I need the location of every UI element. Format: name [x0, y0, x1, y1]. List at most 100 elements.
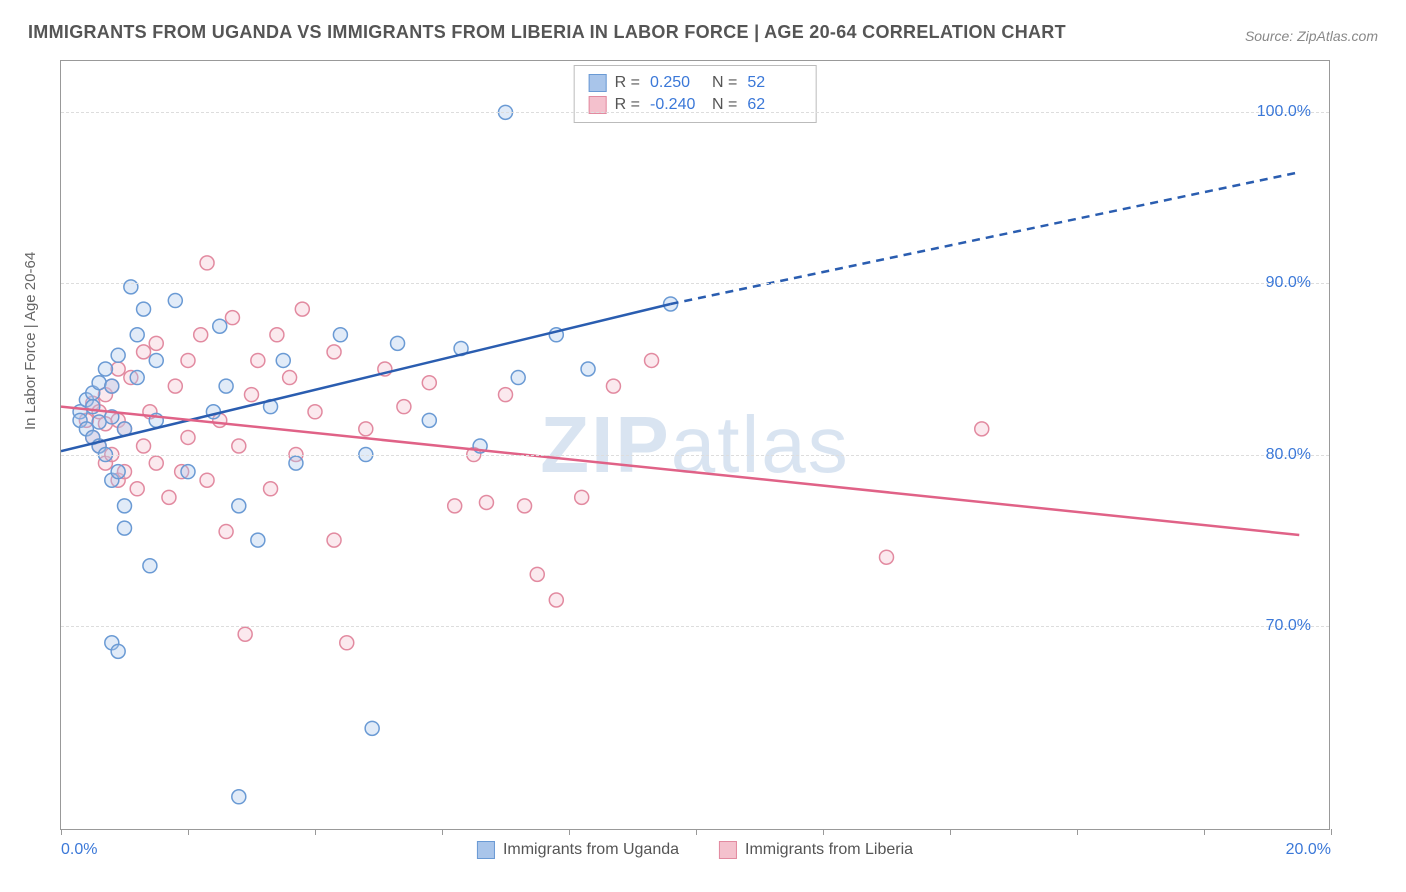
series-legend: Immigrants from Uganda Immigrants from L… [477, 841, 913, 859]
data-point-liberia [264, 482, 278, 496]
data-point-uganda [143, 559, 157, 573]
data-point-liberia [219, 525, 233, 539]
y-tick-label: 80.0% [1266, 446, 1311, 464]
x-tick [1331, 829, 1332, 835]
data-point-liberia [200, 473, 214, 487]
chart-plot-area: ZIPatlas R = 0.250 N = 52 R = -0.240 N =… [60, 60, 1330, 830]
data-point-liberia [181, 430, 195, 444]
gridline-horizontal [61, 626, 1329, 627]
data-point-liberia [518, 499, 532, 513]
data-point-liberia [327, 345, 341, 359]
data-point-uganda [130, 371, 144, 385]
data-point-liberia [194, 328, 208, 342]
data-point-uganda [511, 371, 525, 385]
data-point-uganda [98, 362, 112, 376]
data-point-uganda [130, 328, 144, 342]
x-tick [950, 829, 951, 835]
y-tick-label: 70.0% [1266, 617, 1311, 635]
data-point-uganda [168, 294, 182, 308]
data-point-liberia [232, 439, 246, 453]
x-tick-label: 20.0% [1286, 841, 1331, 859]
data-point-liberia [880, 550, 894, 564]
data-point-liberia [283, 371, 297, 385]
data-point-uganda [219, 379, 233, 393]
data-point-uganda [149, 353, 163, 367]
data-point-uganda [118, 499, 132, 513]
data-point-uganda [422, 413, 436, 427]
x-tick-label: 0.0% [61, 841, 97, 859]
data-point-liberia [606, 379, 620, 393]
data-point-liberia [327, 533, 341, 547]
data-point-uganda [137, 302, 151, 316]
gridline-horizontal [61, 455, 1329, 456]
x-tick [569, 829, 570, 835]
x-tick [1204, 829, 1205, 835]
data-point-liberia [245, 388, 259, 402]
gridline-horizontal [61, 283, 1329, 284]
data-point-liberia [149, 456, 163, 470]
x-tick [61, 829, 62, 835]
data-point-liberia [359, 422, 373, 436]
data-point-liberia [111, 362, 125, 376]
data-point-liberia [479, 495, 493, 509]
data-point-uganda [232, 790, 246, 804]
data-point-uganda [213, 319, 227, 333]
y-tick-label: 90.0% [1266, 274, 1311, 292]
data-point-liberia [422, 376, 436, 390]
data-point-liberia [975, 422, 989, 436]
legend-label-liberia: Immigrants from Liberia [745, 841, 913, 859]
data-point-uganda [111, 644, 125, 658]
data-point-uganda [111, 348, 125, 362]
data-point-uganda [118, 521, 132, 535]
data-point-uganda [276, 353, 290, 367]
data-point-liberia [162, 490, 176, 504]
data-point-liberia [130, 482, 144, 496]
data-point-liberia [308, 405, 322, 419]
swatch-uganda [477, 841, 495, 859]
x-tick [442, 829, 443, 835]
data-point-liberia [238, 627, 252, 641]
data-point-liberia [137, 439, 151, 453]
data-point-uganda [333, 328, 347, 342]
data-point-uganda [365, 721, 379, 735]
data-point-liberia [181, 353, 195, 367]
trend-line [61, 407, 1299, 535]
data-point-uganda [181, 465, 195, 479]
data-point-liberia [397, 400, 411, 414]
legend-label-uganda: Immigrants from Uganda [503, 841, 679, 859]
data-point-uganda [92, 376, 106, 390]
data-point-uganda [391, 336, 405, 350]
data-point-liberia [499, 388, 513, 402]
data-point-liberia [295, 302, 309, 316]
data-point-liberia [448, 499, 462, 513]
data-point-liberia [340, 636, 354, 650]
data-point-liberia [251, 353, 265, 367]
data-point-liberia [137, 345, 151, 359]
data-point-uganda [105, 379, 119, 393]
legend-item-liberia: Immigrants from Liberia [719, 841, 913, 859]
x-tick [696, 829, 697, 835]
data-point-uganda [124, 280, 138, 294]
legend-item-uganda: Immigrants from Uganda [477, 841, 679, 859]
x-tick [315, 829, 316, 835]
data-point-liberia [575, 490, 589, 504]
data-point-uganda [111, 465, 125, 479]
data-point-uganda [232, 499, 246, 513]
data-point-liberia [200, 256, 214, 270]
x-tick [823, 829, 824, 835]
data-point-uganda [92, 415, 106, 429]
y-axis-label: In Labor Force | Age 20-64 [22, 252, 39, 430]
y-tick-label: 100.0% [1257, 103, 1311, 121]
data-point-liberia [225, 311, 239, 325]
scatter-svg [61, 61, 1331, 831]
data-point-liberia [645, 353, 659, 367]
gridline-horizontal [61, 112, 1329, 113]
data-point-uganda [289, 456, 303, 470]
x-tick [1077, 829, 1078, 835]
data-point-liberia [168, 379, 182, 393]
data-point-liberia [530, 567, 544, 581]
data-point-uganda [581, 362, 595, 376]
data-point-uganda [251, 533, 265, 547]
data-point-liberia [149, 336, 163, 350]
source-attribution: Source: ZipAtlas.com [1245, 28, 1378, 44]
